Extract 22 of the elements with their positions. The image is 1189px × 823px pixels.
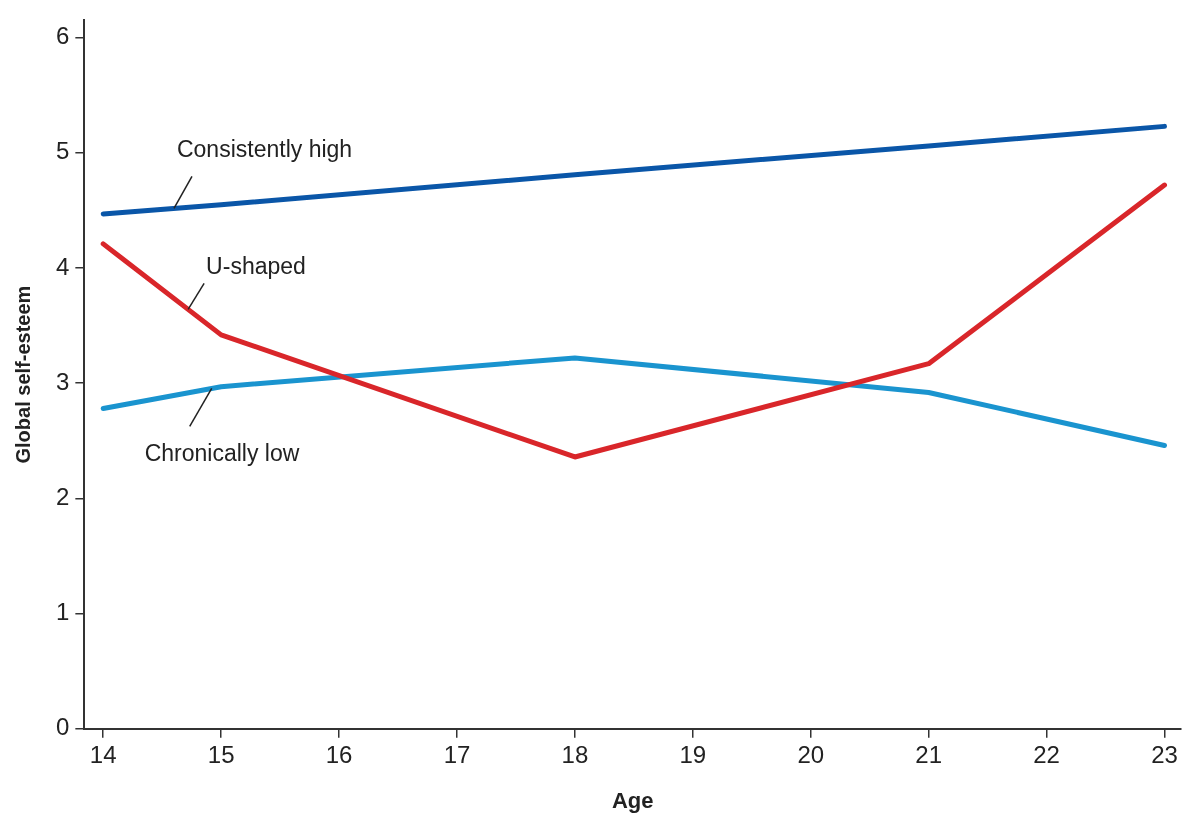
x-tick-label: 16 xyxy=(325,740,353,768)
x-tick-label: 15 xyxy=(207,740,235,768)
x-tick-label: 20 xyxy=(797,740,825,768)
series-label: Consistently high xyxy=(176,135,353,162)
x-tick-label: 19 xyxy=(679,740,707,768)
y-tick-label: 2 xyxy=(55,483,70,511)
y-tick-label: 0 xyxy=(55,713,70,741)
series-label: U-shaped xyxy=(206,252,306,279)
y-tick-label: 4 xyxy=(55,252,70,280)
x-tick-label: 14 xyxy=(89,740,117,768)
x-tick-label: 23 xyxy=(1151,740,1178,768)
y-tick-label: 6 xyxy=(55,22,70,50)
y-tick-label: 1 xyxy=(55,598,70,626)
y-tick-label: 5 xyxy=(55,137,70,165)
y-tick-label: 3 xyxy=(55,367,70,395)
y-axis-title: Global self-esteem xyxy=(11,285,34,464)
x-tick-label: 21 xyxy=(915,740,942,768)
x-axis-title: Age xyxy=(611,787,654,813)
x-tick-label: 17 xyxy=(443,740,471,768)
x-tick-label: 22 xyxy=(1033,740,1060,768)
series-label: Chronically low xyxy=(144,439,300,466)
x-tick-label: 18 xyxy=(561,740,589,768)
